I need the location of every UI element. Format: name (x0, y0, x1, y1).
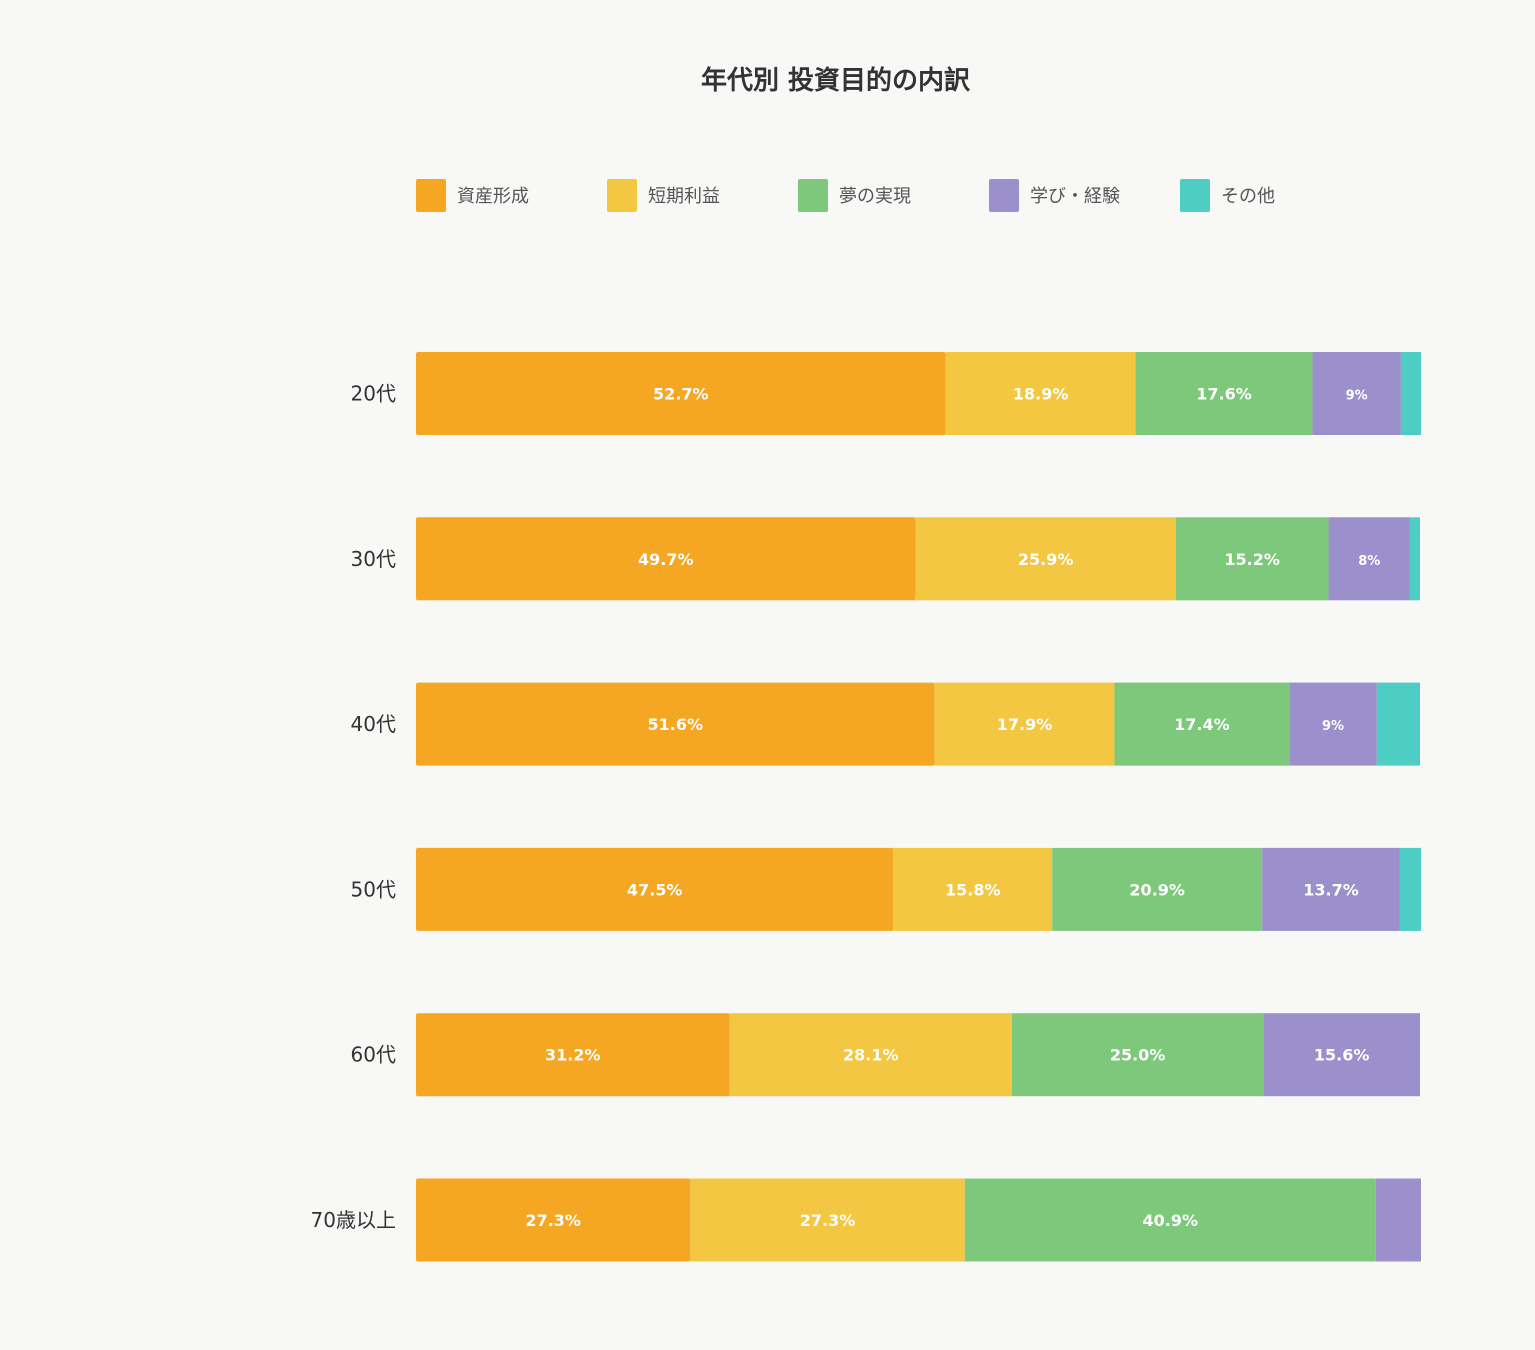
bar-segment[interactable] (1263, 1013, 1420, 1097)
bar-segment[interactable] (416, 517, 916, 601)
bar-segment[interactable] (416, 847, 894, 931)
legend-item-other[interactable]: その他 (1180, 178, 1275, 212)
data-label: 9% (1322, 719, 1344, 734)
legend-swatch (989, 178, 1019, 212)
data-label: 25.9% (1018, 550, 1074, 569)
y-tick-label: 50代 (351, 877, 396, 901)
chart-title-text: 年代別 投資目的の内訳 (700, 66, 971, 96)
bar-segment[interactable] (1262, 847, 1400, 931)
data-label: 17.6% (1196, 385, 1252, 404)
data-label: 49.7% (638, 550, 694, 569)
bar-segment[interactable] (1289, 682, 1377, 766)
data-label: 52.7% (653, 385, 709, 404)
bar-segment[interactable] (416, 352, 946, 435)
bar-segment[interactable] (416, 1013, 730, 1097)
legend-label: その他 (1221, 186, 1275, 207)
bar-segment[interactable] (1052, 847, 1263, 931)
bar-segment[interactable] (1376, 682, 1420, 766)
bar-segment[interactable] (964, 1178, 1376, 1262)
bar-segment[interactable] (416, 682, 935, 766)
legend-item-dream[interactable]: 夢の実現 (798, 178, 911, 212)
legend-label: 学び・経験 (1030, 186, 1120, 207)
bar-segment[interactable] (1400, 352, 1421, 435)
data-label: 9% (1346, 389, 1368, 404)
bar-segment[interactable] (1175, 517, 1329, 601)
data-label: 17.9% (997, 715, 1053, 734)
data-label: 15.2% (1224, 550, 1280, 569)
data-label: 27.3% (525, 1211, 581, 1230)
bar-segment[interactable] (1114, 682, 1290, 766)
legend-item-learning[interactable]: 学び・経験 (989, 178, 1120, 212)
bar-segment[interactable] (915, 517, 1176, 601)
bar-segment[interactable] (893, 847, 1053, 931)
bar-segment[interactable] (1375, 1178, 1421, 1262)
data-label: 18.9% (1013, 385, 1069, 404)
legend-item-asset-building[interactable]: 資産形成 (416, 178, 529, 212)
legend-label: 短期利益 (648, 186, 720, 207)
data-label: 20.9% (1129, 880, 1185, 899)
chart-title: 年代別 投資目的の内訳 (0, 60, 1535, 97)
data-label: 17.4% (1174, 715, 1230, 734)
bar-segment[interactable] (934, 682, 1115, 766)
data-label: 47.5% (627, 880, 683, 899)
data-label: 27.3% (800, 1211, 856, 1230)
data-label: 51.6% (648, 715, 704, 734)
bar-segment[interactable] (1011, 1013, 1264, 1097)
bar-segment[interactable] (416, 1178, 691, 1262)
legend-swatch (798, 178, 828, 212)
bar-segment[interactable] (690, 1178, 965, 1262)
bar-segment[interactable] (1135, 352, 1313, 435)
legend-label: 資産形成 (457, 186, 529, 207)
legend-label: 夢の実現 (839, 186, 911, 207)
data-label: 8% (1358, 554, 1380, 569)
data-label: 40.9% (1142, 1211, 1198, 1230)
legend-swatch (416, 178, 446, 212)
bar-segment[interactable] (729, 1013, 1012, 1097)
y-tick-label: 40代 (351, 712, 396, 736)
y-tick-label: 60代 (351, 1043, 396, 1067)
y-tick-label: 30代 (351, 547, 396, 571)
data-label: 15.8% (945, 880, 1001, 899)
legend-swatch (1180, 178, 1210, 212)
bar-segment[interactable] (1328, 517, 1410, 601)
data-label: 31.2% (545, 1046, 601, 1065)
bar-segment[interactable] (1409, 517, 1420, 601)
y-tick-label: 70歳以上 (311, 1208, 396, 1232)
bar-segment[interactable] (1399, 847, 1421, 931)
bar-segment[interactable] (1312, 352, 1401, 435)
bar-segment[interactable] (945, 352, 1136, 435)
legend-item-short-term-profit[interactable]: 短期利益 (607, 178, 720, 212)
data-label: 15.6% (1314, 1046, 1370, 1065)
legend-swatch (607, 178, 637, 212)
data-label: 13.7% (1303, 880, 1359, 899)
data-label: 25.0% (1110, 1046, 1166, 1065)
data-label: 28.1% (843, 1046, 899, 1065)
y-tick-label: 20代 (351, 382, 396, 406)
